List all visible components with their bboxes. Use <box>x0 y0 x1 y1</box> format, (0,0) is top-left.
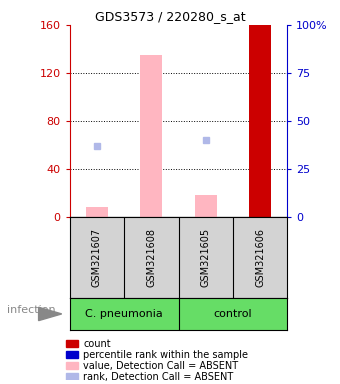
Bar <box>178 298 287 330</box>
Text: GSM321608: GSM321608 <box>146 228 156 287</box>
Text: C. pneumonia: C. pneumonia <box>85 309 163 319</box>
Text: percentile rank within the sample: percentile rank within the sample <box>83 350 248 360</box>
Text: count: count <box>83 339 111 349</box>
Bar <box>140 55 162 217</box>
Bar <box>66 362 78 369</box>
Text: control: control <box>214 309 252 319</box>
Text: GDS3573 / 220280_s_at: GDS3573 / 220280_s_at <box>95 10 245 23</box>
Polygon shape <box>39 307 62 321</box>
Bar <box>70 298 179 330</box>
Text: GSM321606: GSM321606 <box>255 228 265 287</box>
Bar <box>66 351 78 358</box>
Bar <box>195 195 217 217</box>
Text: infection: infection <box>7 305 55 315</box>
Text: rank, Detection Call = ABSENT: rank, Detection Call = ABSENT <box>83 372 234 382</box>
Bar <box>66 373 78 381</box>
Text: value, Detection Call = ABSENT: value, Detection Call = ABSENT <box>83 361 238 371</box>
Bar <box>86 207 108 217</box>
Bar <box>249 25 271 217</box>
Bar <box>66 340 78 347</box>
Text: GSM321605: GSM321605 <box>201 228 211 287</box>
Text: GSM321607: GSM321607 <box>92 228 102 287</box>
